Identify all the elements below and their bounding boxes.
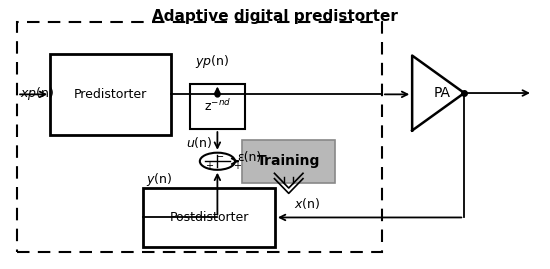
- Text: −: −: [216, 153, 224, 162]
- Text: +: +: [233, 161, 241, 171]
- Text: Postdistorter: Postdistorter: [169, 211, 249, 224]
- Text: PA: PA: [434, 86, 451, 100]
- Text: $u$(n): $u$(n): [186, 134, 213, 150]
- Text: Training: Training: [257, 154, 321, 168]
- Text: ε(n): ε(n): [238, 151, 262, 164]
- FancyBboxPatch shape: [144, 188, 275, 247]
- Text: $xp$(n): $xp$(n): [20, 84, 54, 101]
- Text: $y$(n): $y$(n): [146, 171, 172, 188]
- Text: Adaptive digital predistorter: Adaptive digital predistorter: [152, 9, 398, 24]
- Text: +: +: [206, 161, 213, 171]
- Text: $yp$(n): $yp$(n): [195, 53, 230, 70]
- Circle shape: [200, 153, 235, 170]
- FancyBboxPatch shape: [190, 84, 245, 129]
- Text: Predistorter: Predistorter: [74, 88, 147, 101]
- FancyBboxPatch shape: [50, 54, 170, 134]
- Text: $x$(n): $x$(n): [294, 196, 321, 211]
- FancyBboxPatch shape: [242, 140, 336, 183]
- Text: z$^{-nd}$: z$^{-nd}$: [204, 98, 231, 114]
